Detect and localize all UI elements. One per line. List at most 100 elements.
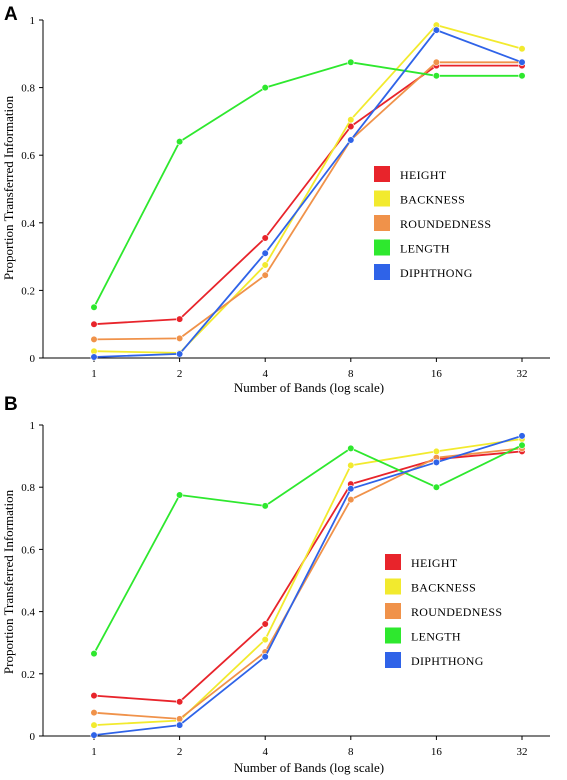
data-point-diphthong [176, 721, 184, 729]
data-point-diphthong [176, 350, 184, 358]
data-point-diphthong [90, 353, 98, 361]
series-line-height [93, 64, 522, 326]
data-point-length [261, 83, 269, 92]
y-tick-label: 0 [30, 353, 36, 365]
data-point-height [261, 620, 269, 628]
y-tick-label: 0.6 [21, 544, 35, 556]
series-line-backness [93, 438, 523, 726]
legend-swatch-diphthong [374, 264, 390, 280]
data-point-backness [90, 721, 98, 729]
series-line-diphthong [93, 435, 523, 736]
data-point-backness [432, 447, 441, 456]
data-point-backness [261, 261, 269, 269]
data-point-height [90, 691, 98, 700]
series-line-length [93, 444, 523, 655]
series-line-diphthong [93, 29, 523, 358]
x-tick-label: 16 [431, 368, 443, 380]
data-point-height [176, 315, 184, 323]
data-point-roundedness [90, 709, 98, 717]
x-tick-label: 4 [262, 368, 268, 380]
data-point-diphthong [518, 58, 526, 66]
x-tick-label: 2 [177, 746, 183, 758]
data-point-length [518, 441, 526, 449]
data-point-length [176, 491, 184, 499]
data-point-length [432, 483, 441, 491]
legend-label-backness: BACKNESS [411, 581, 476, 595]
data-point-length [518, 72, 526, 80]
legend-label-height: HEIGHT [411, 556, 458, 570]
data-point-length [90, 303, 98, 311]
legend-swatch-height [374, 166, 390, 182]
data-point-diphthong [432, 458, 441, 466]
legend-label-roundedness: ROUNDEDNESS [400, 217, 491, 231]
x-axis-label: Number of Bands (log scale) [234, 760, 384, 775]
x-tick-label: 32 [517, 368, 528, 380]
y-tick-label: 0.2 [21, 285, 35, 297]
data-point-backness [518, 45, 526, 53]
x-tick-label: 4 [262, 746, 268, 758]
data-point-length [261, 502, 269, 510]
panel-b: B Proportion Transferred Information Num… [1, 394, 550, 775]
series-line-roundedness [93, 61, 522, 341]
data-point-diphthong [347, 136, 355, 144]
y-tick-label: 1 [30, 420, 36, 432]
y-tick-label: 0.4 [21, 218, 35, 230]
y-axis-label: Proportion Transferred Information [1, 95, 16, 280]
legend-swatch-backness [374, 190, 390, 207]
data-point-height [90, 320, 98, 328]
data-point-roundedness [176, 334, 184, 342]
data-point-diphthong [347, 485, 355, 493]
data-point-roundedness [347, 496, 355, 504]
data-point-diphthong [518, 432, 526, 440]
legend-swatch-length [385, 627, 401, 644]
panel-letter-b: B [4, 394, 18, 415]
data-point-backness [347, 116, 355, 124]
series-line-backness [93, 24, 523, 354]
legend-swatch-height [385, 554, 401, 570]
legend-label-length: LENGTH [411, 630, 461, 644]
y-tick-label: 0.8 [21, 482, 35, 494]
data-point-backness [347, 461, 355, 470]
data-point-roundedness [432, 58, 441, 66]
x-tick-label: 2 [177, 368, 183, 380]
data-point-height [176, 698, 184, 706]
data-point-roundedness [176, 715, 184, 723]
legend-swatch-length [374, 239, 390, 256]
data-point-backness [261, 635, 269, 644]
panel-a: A Proportion Transferred Information Num… [1, 4, 550, 395]
y-tick-label: 0.4 [21, 607, 35, 619]
data-point-diphthong [432, 26, 441, 34]
legend: HEIGHT BACKNESS ROUNDEDNESS LENGTH DIPHTHONG [385, 554, 502, 668]
x-tick-label: 32 [517, 746, 528, 758]
y-tick-label: 0 [30, 731, 36, 743]
x-tick-label: 16 [431, 746, 443, 758]
y-tick-label: 1 [30, 15, 36, 27]
data-point-length [347, 444, 355, 452]
data-point-length [176, 138, 184, 146]
legend-label-roundedness: ROUNDEDNESS [411, 605, 502, 619]
data-point-length [432, 72, 441, 80]
data-point-length [347, 58, 355, 66]
y-axis-label: Proportion Transferred Information [1, 489, 16, 674]
legend: HEIGHT BACKNESS ROUNDEDNESS LENGTH DIPHTHONG [374, 166, 491, 280]
data-point-diphthong [90, 731, 98, 739]
legend-swatch-roundedness [385, 603, 401, 619]
legend-label-height: HEIGHT [400, 168, 447, 182]
y-tick-label: 0.8 [21, 83, 35, 95]
panel-letter-a: A [4, 4, 18, 25]
legend-label-diphthong: DIPHTHONG [400, 266, 473, 280]
y-tick-label: 0.6 [21, 150, 35, 162]
data-point-diphthong [261, 653, 269, 661]
x-axis-label: Number of Bands (log scale) [234, 380, 384, 395]
x-tick-label: 8 [348, 368, 354, 380]
data-point-height [261, 234, 269, 242]
y-tick-label: 0.2 [21, 669, 35, 681]
legend-swatch-diphthong [385, 652, 401, 668]
legend-swatch-roundedness [374, 215, 390, 231]
x-tick-label: 8 [348, 746, 354, 758]
data-point-roundedness [261, 271, 269, 279]
data-point-roundedness [90, 335, 98, 344]
series-line-length [93, 61, 522, 308]
legend-label-backness: BACKNESS [400, 193, 465, 207]
